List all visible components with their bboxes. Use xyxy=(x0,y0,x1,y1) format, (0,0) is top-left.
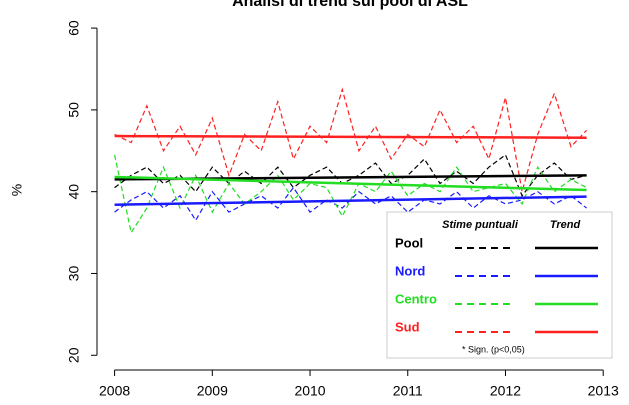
legend-label: Pool xyxy=(395,235,423,250)
legend-header: Stime puntuali xyxy=(442,219,519,231)
trend-line xyxy=(114,175,587,192)
legend-header: Trend xyxy=(550,219,581,231)
legend-label: Centro xyxy=(395,291,437,306)
legend-label: Sud xyxy=(395,319,420,334)
y-tick-label: 40 xyxy=(66,184,82,200)
series-line xyxy=(114,153,587,197)
trend-line xyxy=(114,195,587,207)
x-tick-label: 2009 xyxy=(197,383,228,399)
y-axis-label: % xyxy=(9,184,25,196)
x-tick-label: 2013 xyxy=(588,383,619,399)
series-line xyxy=(114,87,588,192)
x-tick-label: 2011 xyxy=(393,383,423,399)
x-tick-label: 2008 xyxy=(99,383,130,399)
y-tick-label: 30 xyxy=(66,265,82,281)
y-tick-label: 50 xyxy=(66,102,82,118)
x-tick-label: 2012 xyxy=(490,383,521,399)
trend-line xyxy=(114,134,587,139)
x-tick-label: 2010 xyxy=(294,383,325,399)
legend-box xyxy=(386,211,613,359)
y-tick-label: 60 xyxy=(66,20,82,36)
y-tick-label: 20 xyxy=(66,347,82,363)
legend-note: * Sign. (p<0,05) xyxy=(462,344,525,354)
legend-label: Nord xyxy=(395,263,425,278)
chart-title: Analisi di trend sui pool di ASL xyxy=(232,0,468,10)
